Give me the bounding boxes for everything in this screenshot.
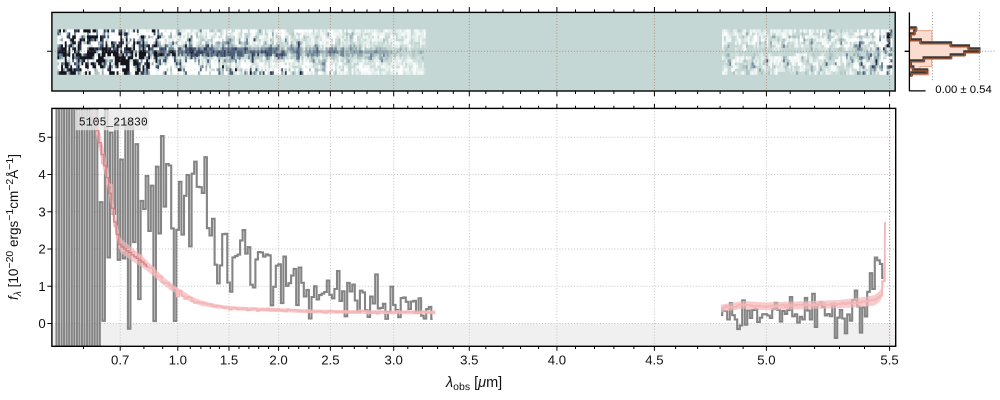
svg-text:1.5: 1.5 <box>220 353 238 368</box>
svg-text:3: 3 <box>38 204 45 219</box>
svg-text:0.00 ± 0.54: 0.00 ± 0.54 <box>935 84 991 96</box>
svg-text:1.0: 1.0 <box>169 353 187 368</box>
svg-text:2: 2 <box>38 242 45 257</box>
svg-text:2.5: 2.5 <box>321 353 339 368</box>
svg-text:5.0: 5.0 <box>757 353 775 368</box>
svg-text:5.5: 5.5 <box>880 353 898 368</box>
svg-text:fλ [10−20 ergs−1cm−2Å−1]: fλ [10−20 ergs−1cm−2Å−1] <box>4 154 24 300</box>
svg-text:5: 5 <box>38 130 45 145</box>
svg-text:4.0: 4.0 <box>548 353 566 368</box>
svg-text:0: 0 <box>38 316 45 331</box>
svg-text:3.5: 3.5 <box>460 353 478 368</box>
svg-text:4.5: 4.5 <box>645 353 663 368</box>
svg-text:5105_21830: 5105_21830 <box>79 116 148 129</box>
svg-text:0.7: 0.7 <box>111 353 129 368</box>
svg-text:2.0: 2.0 <box>269 353 287 368</box>
svg-text:λobs [μm]: λobs [μm] <box>445 375 502 393</box>
svg-text:1: 1 <box>38 279 45 294</box>
svg-text:3.0: 3.0 <box>385 353 403 368</box>
svg-text:4: 4 <box>38 167 45 182</box>
